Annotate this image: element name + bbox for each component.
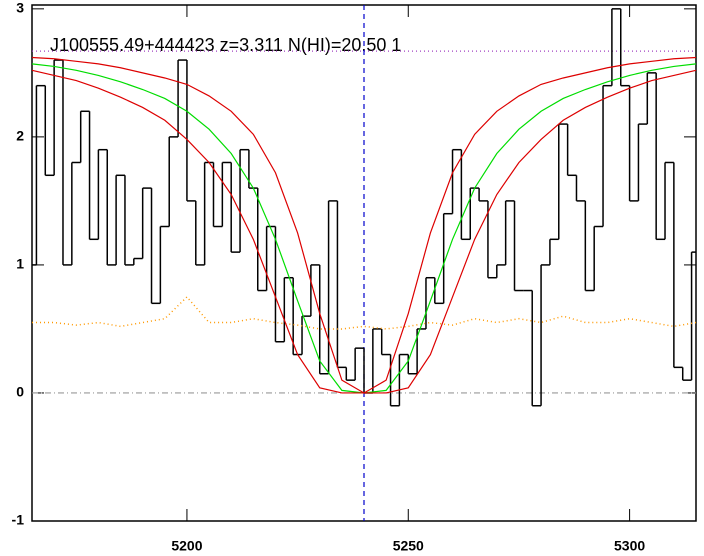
y-tick-label: 0 xyxy=(16,384,24,400)
x-tick-label: 5300 xyxy=(614,538,645,554)
y-tick-label: 1 xyxy=(16,256,24,272)
y-tick-label: -1 xyxy=(12,512,25,528)
chart-title: J100555.49+444423 z=3.311 N(HI)=20.50 1 xyxy=(50,35,401,55)
model-line xyxy=(31,69,697,394)
y-tick-label: 3 xyxy=(16,0,24,16)
plot-frame xyxy=(31,4,697,522)
x-tick-label: 5250 xyxy=(393,538,424,554)
y-tick-label: 2 xyxy=(16,128,24,144)
x-tick-label: 5200 xyxy=(171,538,202,554)
